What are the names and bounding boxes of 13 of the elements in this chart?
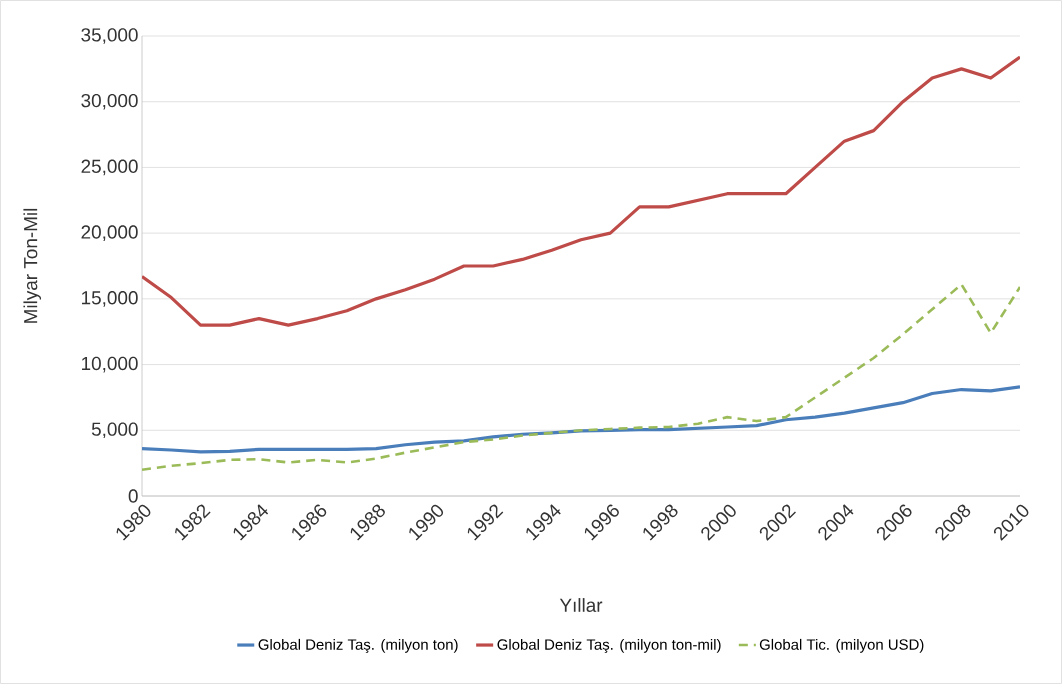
- y-tick-label: 15,000: [82, 291, 138, 307]
- x-axis-title: Yıllar: [559, 598, 603, 612]
- y-tick-label: 35,000: [81, 28, 138, 44]
- y-tick-label: 0: [128, 489, 138, 503]
- y-tick-label: 5,000: [91, 422, 138, 439]
- y-axis-title: Milyar Ton-Mil: [23, 208, 42, 323]
- y-tick-label: 30,000: [81, 93, 138, 110]
- legend-label: Global Deniz Taş. (milyon ton): [258, 638, 458, 653]
- legend-label: Global Tic. (milyon USD): [759, 638, 924, 653]
- y-tick-label: 20,000: [81, 225, 138, 241]
- y-tick-label: 10,000: [82, 356, 138, 373]
- y-tick-label: 25,000: [81, 159, 138, 176]
- legend-label: Global Deniz Taş. (milyon ton-mil): [497, 638, 721, 653]
